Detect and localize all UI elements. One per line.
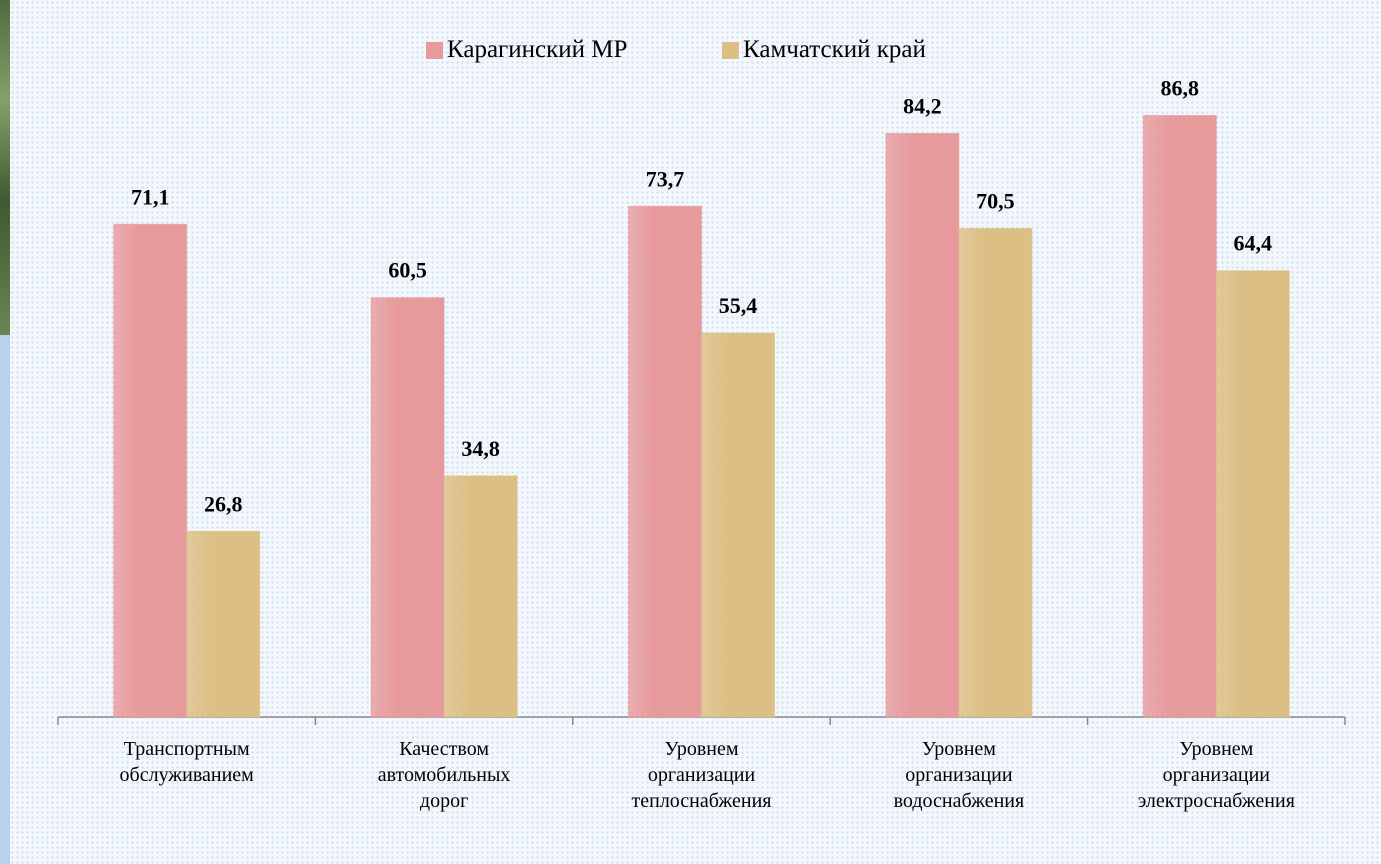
x-tick-label: Уровнем организации водоснабжения: [834, 736, 1084, 814]
bar: [114, 224, 187, 717]
value-label: 70,5: [976, 188, 1015, 213]
legend-label: Карагинский МР: [447, 36, 627, 64]
value-label: 71,1: [131, 184, 170, 209]
bar: [886, 133, 959, 717]
plot: 71,1 60,5 73,7 84,2 86,8 26,8 34,8 55,4 70,5 64,4: [0, 0, 1381, 864]
legend-item: Карагинский МР: [426, 36, 627, 64]
bar: [1143, 115, 1216, 717]
legend-label: Камчатский край: [743, 36, 926, 64]
value-label: 55,4: [719, 293, 758, 318]
bar: [371, 298, 444, 717]
legend-item: Камчатский край: [722, 36, 926, 64]
bar: [1216, 271, 1289, 717]
chart: 71,1 60,5 73,7 84,2 86,8 26,8 34,8 55,4 70,5 64,4…: [0, 0, 1381, 864]
value-label: 73,7: [646, 166, 685, 191]
value-label: 26,8: [204, 491, 243, 516]
x-tick-label: Качеством автомобильных дорог: [319, 736, 569, 814]
x-tick-label: Уровнем организации электроснабжения: [1091, 736, 1341, 814]
value-label: 60,5: [388, 258, 427, 283]
bar: [702, 333, 775, 717]
legend-swatch: [426, 42, 443, 59]
value-label: 84,2: [903, 93, 942, 118]
x-tick-label: Транспортным обслуживанием: [62, 736, 312, 788]
value-label: 86,8: [1161, 75, 1200, 100]
bar: [187, 531, 260, 717]
legend-swatch: [722, 42, 739, 59]
bar: [444, 476, 517, 717]
x-tick-label: Уровнем организации теплоснабжения: [577, 736, 827, 814]
bar: [629, 206, 702, 717]
value-label: 64,4: [1234, 231, 1273, 256]
value-label: 34,8: [461, 436, 500, 461]
bar: [959, 228, 1032, 717]
